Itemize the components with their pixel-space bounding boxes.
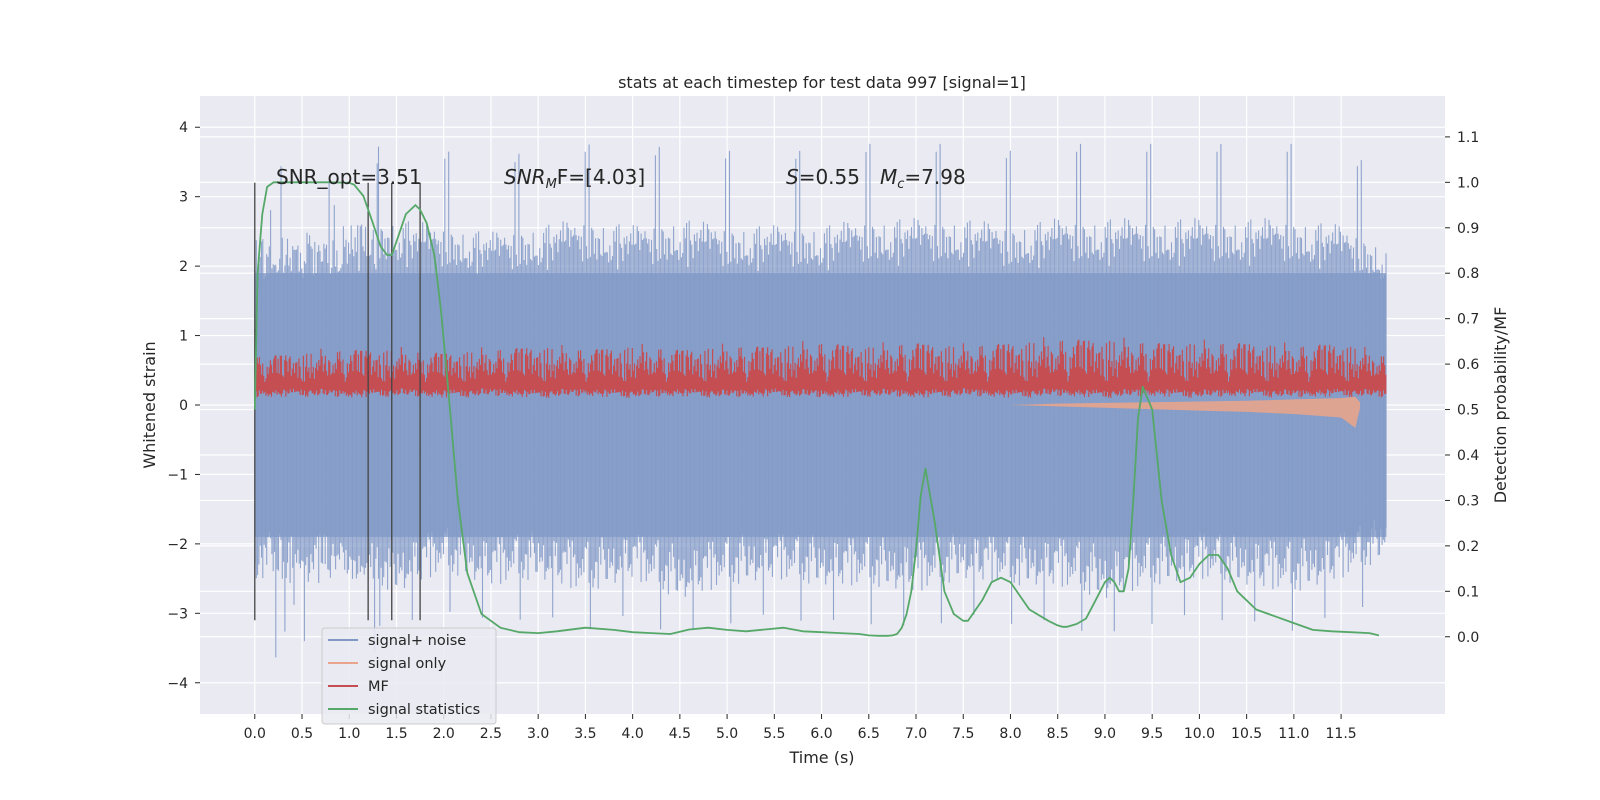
- y-tick-label: −2: [167, 537, 188, 553]
- signal-only-trace: [1010, 396, 1360, 428]
- right-y-tick-label: 0.6: [1457, 357, 1479, 373]
- x-tick-label: 7.5: [952, 726, 974, 742]
- x-tick-label: 1.5: [385, 726, 407, 742]
- x-axis-label: Time (s): [788, 748, 854, 767]
- x-tick-label: 0.5: [291, 726, 313, 742]
- y-axis-ticks: −4 −3 −2 −1 0 1 2 3 4: [167, 120, 200, 692]
- x-tick-label: 7.0: [905, 726, 927, 742]
- right-y-tick-label: 0.5: [1457, 403, 1479, 419]
- x-tick-label: 5.5: [763, 726, 785, 742]
- x-tick-label: 11.5: [1326, 726, 1357, 742]
- right-y-tick-label: 0.1: [1457, 584, 1479, 600]
- x-tick-label: 6.0: [810, 726, 832, 742]
- x-tick-label: 6.5: [858, 726, 880, 742]
- legend-label-signal-only: signal only: [368, 656, 447, 672]
- signal-statistics-layer: [253, 181, 1380, 637]
- x-tick-label: 8.5: [1047, 726, 1069, 742]
- x-tick-label: 0.0: [244, 726, 266, 742]
- x-tick-label: 4.0: [621, 726, 643, 742]
- signal-statistics-trace: [253, 181, 1380, 637]
- right-y-tick-label: 1.1: [1457, 130, 1479, 146]
- legend-label-mf: MF: [368, 679, 389, 695]
- legend-label-noise: signal+ noise: [368, 633, 466, 649]
- legend: signal+ noise signal only MF signal stat…: [321, 627, 497, 725]
- snr-mf-annotation: SNRMF=[4.03]: [504, 165, 645, 192]
- x-tick-label: 10.0: [1184, 726, 1215, 742]
- right-y-tick-label: 0.9: [1457, 221, 1479, 237]
- right-y-tick-label: 0.3: [1457, 493, 1479, 509]
- y-tick-label: 0: [179, 398, 188, 414]
- y-axis-label: Whitened strain: [140, 341, 159, 468]
- mc-annotation: Mc=7.98: [880, 165, 966, 192]
- signal-only-layer: [1010, 396, 1360, 428]
- right-y-tick-label: 0.2: [1457, 539, 1479, 555]
- legend-box: [321, 627, 497, 725]
- x-tick-label: 4.5: [669, 726, 691, 742]
- right-y-tick-label: 1.0: [1457, 175, 1479, 191]
- y-tick-label: −1: [167, 467, 188, 483]
- y-tick-label: −3: [167, 606, 188, 622]
- y-tick-label: 2: [179, 259, 188, 275]
- x-tick-label: 9.5: [1141, 726, 1163, 742]
- right-y-axis-label: Detection probability/MF: [1491, 307, 1510, 504]
- legend-label-signal-statistics: signal statistics: [368, 702, 480, 718]
- x-tick-label: 10.5: [1231, 726, 1262, 742]
- x-axis-ticks: 0.0 0.5 1.0 1.5 2.0 2.5 3.0 3.5 4.0 4.5 5.0 5.5 6.0 6…: [244, 714, 1357, 742]
- x-tick-label: 2.5: [480, 726, 502, 742]
- x-tick-label: 2.0: [433, 726, 455, 742]
- y-tick-label: 1: [179, 329, 188, 345]
- x-tick-label: 11.0: [1278, 726, 1309, 742]
- snr-opt-annotation: SNR_opt=3.51: [276, 165, 422, 189]
- chart-title: stats at each timestep for test data 997…: [618, 73, 1026, 92]
- s-annotation: S=0.55: [786, 165, 860, 189]
- x-tick-label: 1.0: [338, 726, 360, 742]
- x-tick-label: 3.0: [527, 726, 549, 742]
- right-y-tick-label: 0.8: [1457, 266, 1479, 282]
- x-tick-label: 8.0: [999, 726, 1021, 742]
- x-tick-label: 9.0: [1094, 726, 1116, 742]
- x-tick-label: 3.5: [574, 726, 596, 742]
- right-y-tick-label: 0.0: [1457, 630, 1479, 646]
- right-y-tick-label: 0.7: [1457, 312, 1479, 328]
- x-tick-label: 5.0: [716, 726, 738, 742]
- right-y-axis-ticks: 0.0 0.1 0.2 0.3 0.4 0.5 0.6 0.7 0.8 0.9 1.0 1.1: [1445, 130, 1479, 646]
- y-tick-label: 3: [179, 190, 188, 206]
- y-tick-label: 4: [179, 120, 188, 136]
- right-y-tick-label: 0.4: [1457, 448, 1479, 464]
- y-tick-label: −4: [167, 676, 188, 692]
